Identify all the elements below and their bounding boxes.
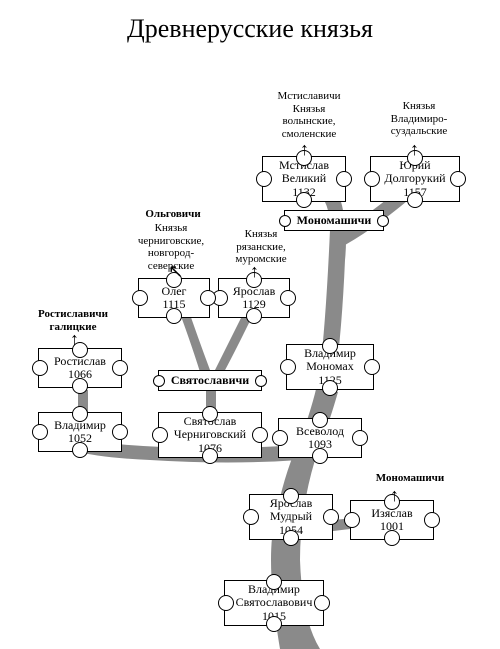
arrow-a_olg: ↖: [168, 262, 183, 280]
node-vmonomakh: Владимир Мономах1125: [286, 344, 374, 390]
node-sv_chern: Святослав Черниговский1076: [158, 412, 262, 458]
caption-vs_sub: Князья Владимиро- суздальские: [364, 100, 474, 138]
banner-svyatoslavichi: Святославичи: [158, 370, 262, 391]
node-mstislav: Мстислав Великий1132: [262, 156, 346, 202]
caption-mst_sub: Мстиславичи Князья волынские, смоленские: [254, 90, 364, 141]
arrow-a_mst: ↑: [300, 140, 309, 158]
arrow-a_mon2: ↑: [390, 486, 399, 504]
arrow-a_rost: ↑: [70, 330, 79, 348]
arrow-a_ryaz: ↑: [250, 262, 259, 280]
caption-ryaz: Князья рязанские, муромские: [216, 228, 306, 266]
caption-olg: Ольговичи: [128, 208, 218, 221]
node-yuri: Юрий Долгорукий1157: [370, 156, 460, 202]
node-vlad_sv: Владимир Святославович1015: [224, 580, 324, 626]
node-yar_m: Ярослав Мудрый1054: [249, 494, 333, 540]
node-yaroslav2: Ярослав1129: [218, 278, 290, 318]
caption-monomashichi2: Мономашичи: [360, 472, 460, 485]
node-izyaslav: Изяслав1001: [350, 500, 434, 540]
node-rostislav: Ростислав1066: [38, 348, 122, 388]
node-oleg: Олег1115: [138, 278, 210, 318]
node-vsevolod: Всеволод1093: [278, 418, 362, 458]
diagram-stage: Древнерусские князья Владимир Святославо…: [0, 0, 500, 649]
arrow-a_vs: ↑: [410, 140, 419, 158]
node-vladimir1: Владимир1052: [38, 412, 122, 452]
